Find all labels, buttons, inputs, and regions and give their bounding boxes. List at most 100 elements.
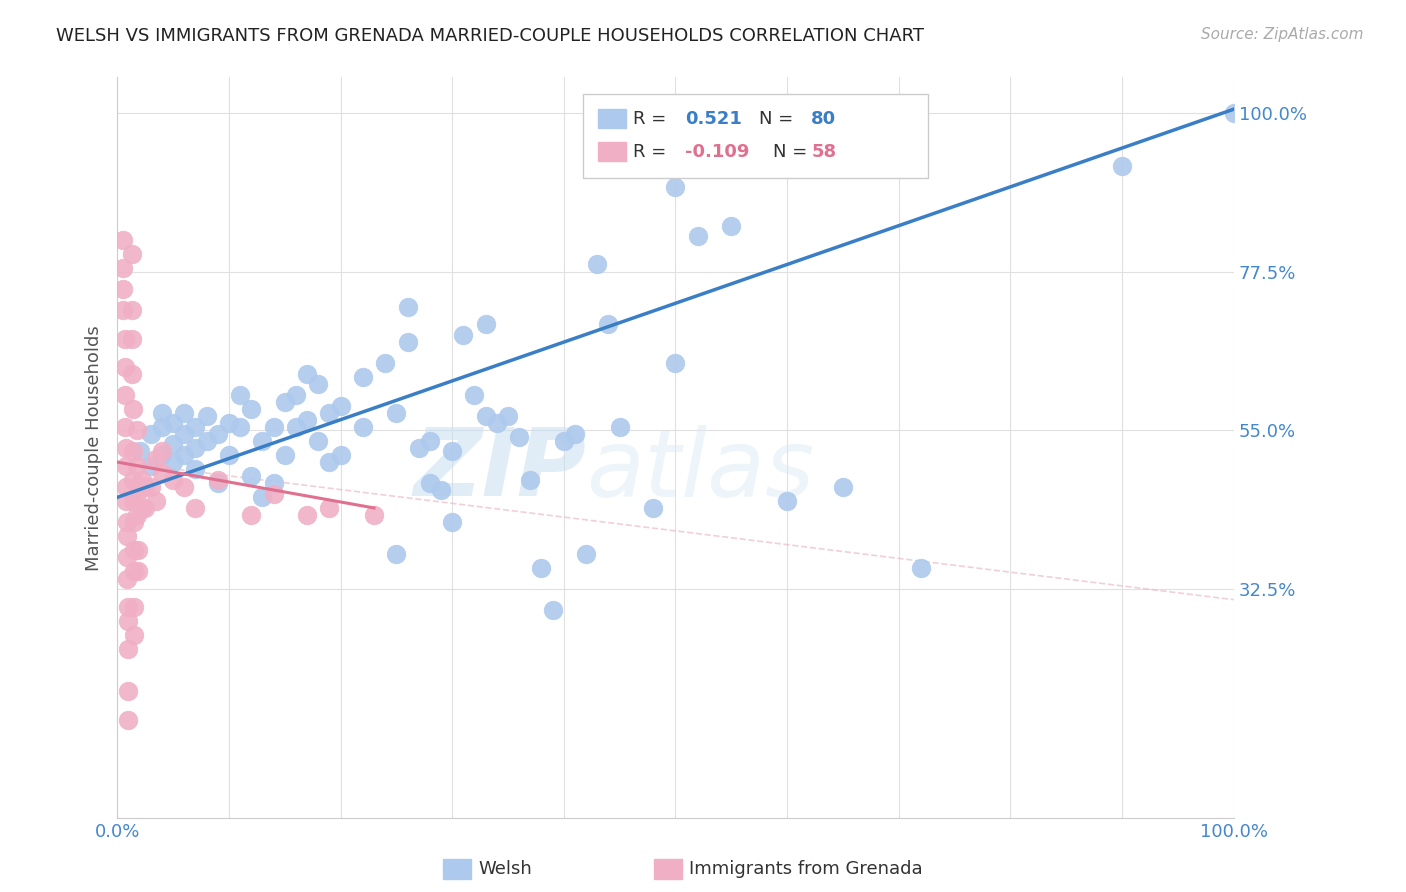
Point (184, 462, 207, 476)
Point (441, 444, 464, 458)
Point (318, 406, 340, 420)
Point (329, 399, 352, 413)
Point (508, 430, 530, 444)
Point (307, 377, 329, 392)
Point (150, 448, 173, 462)
Point (150, 419, 173, 434)
Point (117, 642, 139, 657)
Point (496, 409, 519, 424)
Point (127, 565, 149, 579)
Point (162, 455, 184, 469)
Point (374, 356, 396, 370)
Point (162, 416, 184, 430)
Point (541, 603, 564, 617)
Point (114, 359, 136, 374)
Point (122, 543, 145, 558)
Point (441, 515, 464, 529)
Point (117, 713, 139, 727)
Point (117, 599, 139, 614)
Point (252, 491, 274, 505)
Point (127, 458, 149, 473)
Point (115, 572, 138, 586)
Point (263, 419, 285, 434)
Point (273, 395, 295, 409)
Point (553, 434, 575, 448)
Point (131, 500, 153, 515)
Point (240, 402, 263, 417)
Point (463, 388, 485, 402)
Point (184, 419, 207, 434)
Point (128, 444, 150, 458)
Point (207, 476, 229, 491)
Point (117, 614, 139, 628)
Point (273, 448, 295, 462)
Point (122, 628, 145, 642)
Point (430, 483, 453, 498)
Point (207, 473, 229, 487)
Point (318, 455, 340, 469)
Point (530, 561, 553, 575)
Point (307, 434, 329, 448)
Point (150, 466, 173, 480)
Point (419, 476, 441, 491)
Point (318, 500, 340, 515)
Point (396, 335, 419, 350)
Point (114, 332, 136, 346)
Point (240, 469, 263, 483)
Point (127, 508, 149, 522)
Point (115, 458, 138, 473)
Point (127, 423, 149, 437)
Point (408, 441, 430, 455)
Point (218, 416, 240, 430)
Point (139, 458, 162, 473)
Point (117, 684, 139, 698)
Point (609, 419, 631, 434)
Text: 0.521: 0.521 (685, 110, 741, 128)
Point (162, 473, 184, 487)
Point (150, 406, 173, 420)
Point (121, 473, 143, 487)
Point (664, 179, 686, 194)
Point (519, 473, 541, 487)
Point (134, 500, 156, 515)
Point (173, 448, 195, 462)
Point (121, 332, 143, 346)
Point (122, 515, 145, 529)
Point (122, 565, 145, 579)
Point (564, 426, 586, 441)
Point (139, 480, 162, 494)
Point (173, 406, 195, 420)
Point (115, 529, 138, 543)
Text: R =: R = (633, 143, 672, 161)
Point (329, 448, 352, 462)
Point (114, 388, 136, 402)
Point (284, 388, 307, 402)
Point (121, 247, 143, 261)
Text: ZIP: ZIP (413, 425, 586, 516)
Point (575, 547, 598, 561)
Point (363, 508, 385, 522)
Point (474, 318, 496, 332)
Point (184, 500, 207, 515)
Point (139, 426, 162, 441)
Point (485, 416, 508, 430)
Point (111, 282, 134, 296)
Point (453, 328, 475, 343)
Point (121, 402, 143, 417)
Point (598, 318, 620, 332)
Point (115, 441, 138, 455)
Text: -0.109: -0.109 (685, 143, 749, 161)
Y-axis label: Married-couple Households: Married-couple Households (86, 325, 103, 571)
Point (910, 561, 932, 575)
Point (162, 437, 184, 451)
Point (686, 229, 709, 244)
Point (173, 480, 195, 494)
Point (295, 508, 318, 522)
Point (352, 419, 374, 434)
Point (352, 370, 374, 384)
Point (240, 508, 263, 522)
Point (150, 444, 173, 458)
Point (263, 476, 285, 491)
Point (1111, 159, 1133, 173)
Point (419, 434, 441, 448)
